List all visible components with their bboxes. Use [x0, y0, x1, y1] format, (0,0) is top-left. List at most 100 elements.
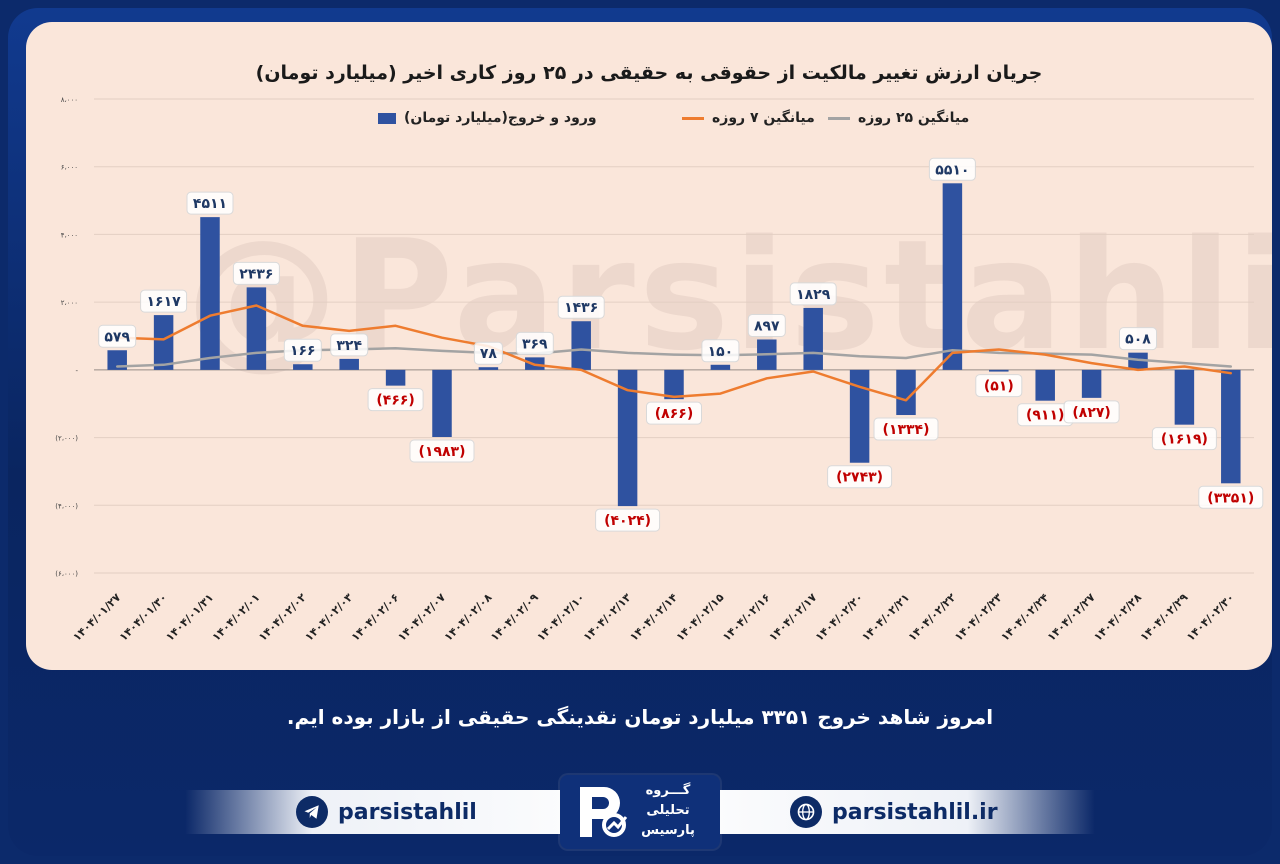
bar: [1035, 369, 1055, 401]
y-tick-label: ۲،۰۰۰: [61, 299, 78, 307]
bar: [1081, 369, 1102, 398]
data-label-box: [98, 324, 137, 348]
data-label: (۱۹۸۳): [419, 444, 466, 460]
data-label-box: [1198, 485, 1264, 509]
bar: [1128, 352, 1148, 370]
x-tick-label: ۱۴۰۴/۰۲/۰۹: [488, 591, 541, 644]
legend-item-flow: ورود و خروج(میلیارد تومان): [378, 110, 597, 126]
logo-line-1: گـــروه: [645, 783, 691, 798]
telegram-handle: parsistahlil: [338, 799, 477, 825]
data-label: ۱۶۶: [290, 343, 316, 359]
bar: [107, 350, 127, 370]
telegram-link[interactable]: parsistahlil: [296, 796, 477, 828]
legend-label-ma25: میانگین ۲۵ روزه: [858, 110, 970, 126]
data-label-box: [186, 191, 234, 215]
data-label: (۵۱): [984, 379, 1014, 395]
chart-svg: ۸،۰۰۰ ۶،۰۰۰ ۴،۰۰۰ ۲،۰۰۰ - (۲،۰۰۰) (۴،۰۰۰) (۶،۰۰…: [55, 96, 1264, 644]
data-label-box: [232, 261, 280, 285]
bar: [896, 369, 916, 416]
chart-title: جریان ارزش تغییر مالکیت از حقوقی به حقیق…: [255, 62, 1043, 84]
x-tick-label: ۱۴۰۴/۰۲/۰۶: [349, 591, 402, 644]
data-label: (۸۲۷): [1072, 405, 1110, 421]
y-tick-label: (۴،۰۰۰): [55, 502, 78, 510]
data-label-box: [367, 388, 424, 412]
website-url: parsistahlil.ir: [832, 799, 998, 825]
x-tick-label: ۱۴۰۴/۰۲/۲۱: [859, 591, 912, 644]
bar: [246, 287, 267, 370]
data-label: (۳۳۵۱): [1207, 490, 1254, 506]
data-label: ۱۶۱۷: [147, 294, 182, 310]
chart-panel: @Parsistahlil جریان ارزش تغییر مالکیت از…: [26, 22, 1272, 670]
legend-item-ma7: میانگین ۷ روزه: [682, 110, 815, 126]
x-tick-label: ۱۴۰۴/۰۲/۱۰: [534, 591, 587, 644]
logo-mark-icon: [580, 787, 628, 837]
x-tick-label: ۱۴۰۴/۰۲/۱۷: [766, 591, 819, 644]
legend-label-ma7: میانگین ۷ روزه: [712, 110, 815, 126]
data-label-box: [515, 331, 554, 355]
ma7-line: [115, 304, 1233, 402]
bar: [153, 315, 174, 370]
outer-frame: @Parsistahlil جریان ارزش تغییر مالکیت از…: [8, 8, 1272, 856]
bar: [942, 183, 963, 370]
legend-swatch-ma7: [682, 116, 704, 120]
x-tick-label: ۱۴۰۴/۰۱/۲۷: [70, 591, 123, 644]
data-label: ۸۹۷: [754, 318, 780, 334]
bar: [1174, 369, 1195, 425]
bar: [571, 321, 591, 370]
x-tick-label: ۱۴۰۴/۰۲/۱۶: [720, 591, 773, 644]
data-label-box: [873, 417, 939, 441]
data-label: (۱۶۱۹): [1161, 432, 1208, 448]
bar: [1221, 369, 1241, 484]
x-tick-label: ۱۴۰۴/۰۲/۲۸: [1091, 591, 1144, 644]
data-label: (۱۳۳۴): [883, 422, 930, 438]
data-label-box: [595, 508, 661, 532]
globe-icon: [790, 796, 822, 828]
x-tick-label: ۱۴۰۴/۰۲/۳۰: [1184, 591, 1237, 644]
x-tick-label: ۱۴۰۴/۰۲/۲۹: [1138, 591, 1191, 644]
data-label: (۹۱۱): [1026, 408, 1064, 424]
bar: [200, 217, 220, 370]
x-tick-label: ۱۴۰۴/۰۲/۰۸: [442, 591, 495, 644]
legend-swatch-flow: [378, 112, 396, 124]
bar: [849, 369, 870, 463]
legend-label-flow: ورود و خروج(میلیارد تومان): [404, 110, 597, 126]
caption: امروز شاهد خروج ۳۳۵۱ میلیارد تومان نقدین…: [286, 705, 994, 729]
y-tick-label: ۸،۰۰۰: [61, 96, 78, 104]
logo-line-2: تحلیلی: [646, 803, 690, 818]
y-tick-label: -: [75, 367, 78, 375]
y-tick-label: (۶،۰۰۰): [55, 570, 78, 578]
data-label: (۴۶۶): [376, 393, 414, 409]
data-label-box: [409, 439, 475, 463]
y-tick-label: ۴،۰۰۰: [61, 231, 78, 239]
bar: [432, 369, 452, 437]
bar: [664, 369, 684, 400]
legend-item-ma25: میانگین ۲۵ روزه: [828, 110, 969, 126]
bar: [339, 358, 359, 370]
data-label: ۴۵۱۱: [193, 196, 227, 212]
data-label: ۲۴۳۶: [239, 266, 273, 282]
website-link[interactable]: parsistahlil.ir: [790, 796, 998, 828]
data-label: ۷۸: [480, 346, 498, 362]
x-tick-label: ۱۴۰۴/۰۲/۰۳: [302, 591, 355, 644]
data-label-box: [747, 313, 786, 337]
x-tick-label: ۱۴۰۴/۰۲/۲۰: [813, 591, 866, 644]
bar: [803, 307, 823, 370]
x-tick-label: ۱۴۰۴/۰۲/۲۳: [952, 591, 1005, 644]
x-tick-label: ۱۴۰۴/۰۱/۳۱: [163, 591, 216, 644]
data-label: (۴۰۲۴): [604, 513, 651, 529]
data-label-box: [557, 295, 605, 319]
x-tick-label: ۱۴۰۴/۰۲/۰۲: [256, 591, 309, 644]
data-label-box: [975, 374, 1023, 398]
x-tick-label: ۱۴۰۴/۰۱/۳۰: [117, 591, 170, 644]
data-label-box: [330, 333, 369, 357]
chart-legend: ورود و خروج(میلیارد تومان) میانگین ۷ روز…: [26, 110, 1272, 134]
telegram-icon: [296, 796, 328, 828]
data-label-box: [1119, 327, 1157, 351]
y-tick-label: (۲،۰۰۰): [55, 435, 78, 443]
y-tick-label: ۶،۰۰۰: [61, 164, 78, 172]
data-label: ۱۸۲۹: [796, 287, 831, 303]
x-tick-label: ۱۴۰۴/۰۲/۱۴: [627, 591, 680, 644]
data-label-box: [140, 289, 188, 313]
data-label-box: [701, 339, 740, 363]
data-label-box: [646, 401, 702, 425]
